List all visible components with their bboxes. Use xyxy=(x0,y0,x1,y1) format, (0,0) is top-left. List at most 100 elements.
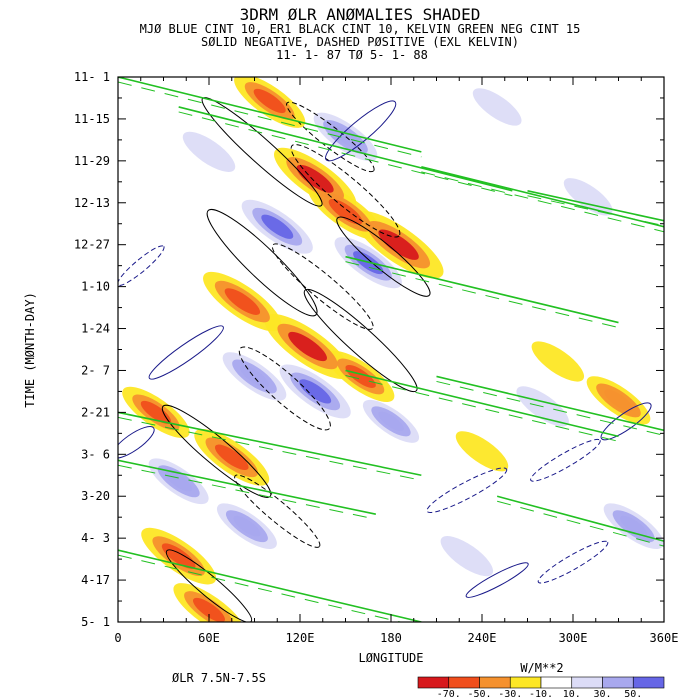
kelvin-contour xyxy=(436,375,664,432)
er1-contour xyxy=(290,144,401,238)
y-axis: 11- 1 11-15 11-29 12-13 12-27 1-10 1-24 2- 7 2-2… xyxy=(74,70,664,629)
er1-contour xyxy=(206,208,318,317)
kelvin-contour xyxy=(118,81,422,158)
mjo-contour xyxy=(537,540,609,584)
chart-subtitle-2: SØLID NEGATIVE, DASHED PØSITIVE (EXL KEL… xyxy=(201,35,519,49)
x-axis-label: LØNGITUDE xyxy=(358,651,423,665)
kelvin-contour xyxy=(118,549,422,622)
kelvin-contour xyxy=(497,500,664,547)
anomaly-blob xyxy=(455,431,509,472)
colorbar-swatch xyxy=(632,676,665,689)
x-tick-label: 60E xyxy=(198,631,220,645)
anomaly-field xyxy=(122,77,664,622)
kelvin-contour xyxy=(496,495,664,542)
x-tick-label: 240E xyxy=(468,631,497,645)
colorbar-swatch xyxy=(509,676,542,689)
anomaly-blob xyxy=(182,131,236,172)
y-tick-label: 3- 6 xyxy=(81,447,110,461)
kelvin-contour xyxy=(436,380,664,436)
x-axis: 0 60E 120E 180 240E 300E 360E xyxy=(114,77,678,645)
anomaly-blob xyxy=(214,444,249,471)
kelvin-contour xyxy=(118,411,422,477)
anomaly-blob xyxy=(472,88,522,126)
anomaly-blob xyxy=(299,379,332,404)
er1-contour xyxy=(336,216,431,297)
y-tick-label: 5- 1 xyxy=(81,615,110,629)
mjo-contour xyxy=(465,562,529,598)
colorbar-label: 30. xyxy=(593,689,611,700)
anomaly-blob xyxy=(328,199,363,225)
colorbar-swatch xyxy=(479,676,511,689)
er1-contour xyxy=(238,346,331,431)
kelvin-contour xyxy=(345,369,619,438)
y-tick-label: 4-17 xyxy=(81,573,110,587)
kelvin-contour xyxy=(118,77,422,153)
kelvin-contour xyxy=(178,111,513,197)
y-tick-label: 11-15 xyxy=(74,112,110,126)
x-tick-label: 180 xyxy=(380,631,402,645)
y-tick-label: 11- 1 xyxy=(74,70,110,84)
y-tick-label: 2-21 xyxy=(81,405,110,419)
anomaly-blob xyxy=(140,400,172,424)
colorbar-label: -70. xyxy=(437,689,461,700)
er1-contour xyxy=(271,243,374,330)
colorbar-label: 10. xyxy=(563,689,581,700)
anomaly-blob xyxy=(253,88,286,114)
colorbar-swatch xyxy=(417,676,450,689)
anomaly-blob xyxy=(378,229,419,260)
y-tick-label: 1-10 xyxy=(81,280,110,294)
colorbar-label: -30. xyxy=(498,689,522,700)
y-tick-label: 4- 3 xyxy=(81,531,110,545)
er1-contour xyxy=(161,404,272,498)
kelvin-contour xyxy=(527,190,664,222)
x-tick-label: 120E xyxy=(286,631,315,645)
x-tick-label: 0 xyxy=(114,631,121,645)
x-tick-label: 300E xyxy=(559,631,588,645)
y-tick-label: 11-29 xyxy=(74,154,110,168)
anomaly-blob xyxy=(261,214,294,239)
mjo-contour xyxy=(148,325,224,380)
colorbar-swatch xyxy=(540,676,573,689)
chart-subtitle-1: MJØ BLUE CINT 10, ER1 BLACK CINT 10, KEL… xyxy=(140,22,581,36)
plot-background xyxy=(118,77,664,622)
anomaly-blob xyxy=(233,515,261,537)
mjo-contour xyxy=(426,467,508,514)
y-axis-label: TIME (MØNTH-DAY) xyxy=(23,292,37,408)
mjo-contour xyxy=(118,426,155,459)
colorbar-label: -50. xyxy=(467,689,491,700)
kelvin-contour xyxy=(345,255,619,324)
y-tick-label: 1-24 xyxy=(81,322,110,336)
mjo-contour xyxy=(530,438,601,482)
x-tick-label: 360E xyxy=(650,631,679,645)
kelvin-contour xyxy=(118,416,422,481)
colorbar-swatch xyxy=(448,676,480,689)
chart-title: 3DRM ØLR ANØMALIES SHADED xyxy=(240,5,481,24)
chart-date-range: 11- 1- 87 TØ 5- 1- 88 xyxy=(276,48,428,62)
anomaly-blob xyxy=(288,331,327,362)
colorbar-units: W/M**2 xyxy=(520,661,563,675)
anomaly-blob xyxy=(224,288,261,315)
footer-region-label: ØLR 7.5N-7.5S xyxy=(172,671,266,685)
anomaly-blob xyxy=(378,411,404,432)
er1-contour xyxy=(303,288,418,393)
kelvin-contour xyxy=(421,171,664,233)
colorbar-label: 50. xyxy=(624,689,642,700)
kelvin-contour xyxy=(118,459,376,515)
colorbar-label: -10. xyxy=(529,689,553,700)
anomaly-blob xyxy=(192,597,226,622)
kelvin-contour xyxy=(118,554,403,622)
y-tick-label: 12-13 xyxy=(74,196,110,210)
y-tick-label: 12-27 xyxy=(74,238,110,252)
er1-contour xyxy=(234,474,321,548)
kelvin-contour xyxy=(178,106,513,192)
colorbar-swatch xyxy=(602,676,634,689)
kelvin-contours xyxy=(118,77,664,622)
colorbar: -70. -50. -30. -10. 10. 30. 50. xyxy=(417,676,665,700)
y-tick-label: 3-20 xyxy=(81,489,110,503)
y-tick-label: 2- 7 xyxy=(81,363,110,377)
anomaly-blob xyxy=(345,364,376,388)
mjo-contour xyxy=(118,245,165,286)
anomaly-blob xyxy=(604,389,633,412)
anomaly-blob xyxy=(620,515,648,537)
